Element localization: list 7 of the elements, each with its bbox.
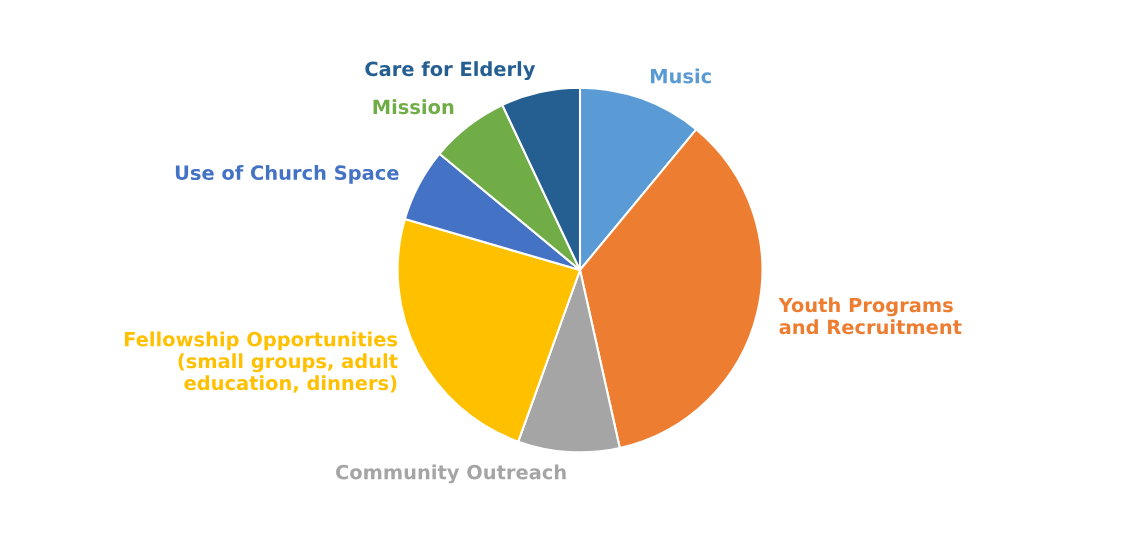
slice-label: Mission bbox=[373, 99, 454, 115]
slice-label: Use of Church Space bbox=[175, 165, 399, 184]
slice-label: Care for Elderly bbox=[365, 61, 536, 81]
slice-label: Community Outreach bbox=[335, 464, 566, 484]
slice-label: Fellowship Opportunities (small groups, adult education, dinners) bbox=[124, 331, 398, 393]
slice-label: Youth Programs and Recruitment bbox=[778, 297, 962, 335]
slice-label: Music bbox=[650, 68, 711, 84]
